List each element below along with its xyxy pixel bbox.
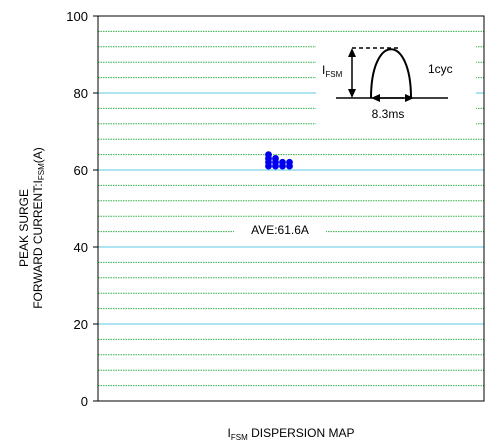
y-tick-label: 80 [74,86,88,101]
y-axis-label-line1: PEAK SURGE [17,189,31,267]
y-tick-label: 100 [66,9,88,24]
inset-ifsm-label: IFSM [322,63,343,79]
average-label: AVE:61.6A [251,223,309,237]
y-axis-ticks: 0 20 40 60 80 100 [66,9,98,409]
data-point [279,162,286,170]
data-points [265,151,293,170]
grid-lines [98,30,484,387]
inset-arrow-head-right [405,94,414,102]
y-tick-label: 40 [74,240,88,255]
y-tick-label: 20 [74,317,88,332]
x-axis-label: IFSM DISPERSION MAP [228,426,355,442]
inset-half-sine-pulse [370,48,412,99]
inset-arrow-head-down [348,89,356,98]
plot-frame [97,15,485,402]
inset-diagram: IFSM 1cyc 8.3ms [316,40,476,126]
y-tick-label: 0 [81,394,88,409]
y-axis-label: PEAK SURGE FORWARD CURRENT:IFSM(A) [17,147,46,309]
data-point [272,162,279,170]
inset-cycle-label: 1cyc [428,62,453,76]
average-label-background [234,220,326,238]
inset-duration-label: 8.3ms [372,107,405,121]
inset-background [316,40,476,126]
y-axis-label-line2: FORWARD CURRENT:IFSM(A) [31,147,46,309]
inset-arrow-head-up [348,48,356,57]
data-point [265,162,272,170]
y-tick-label: 60 [74,163,88,178]
inset-arrow-head-left [371,94,380,102]
data-point [286,162,293,170]
